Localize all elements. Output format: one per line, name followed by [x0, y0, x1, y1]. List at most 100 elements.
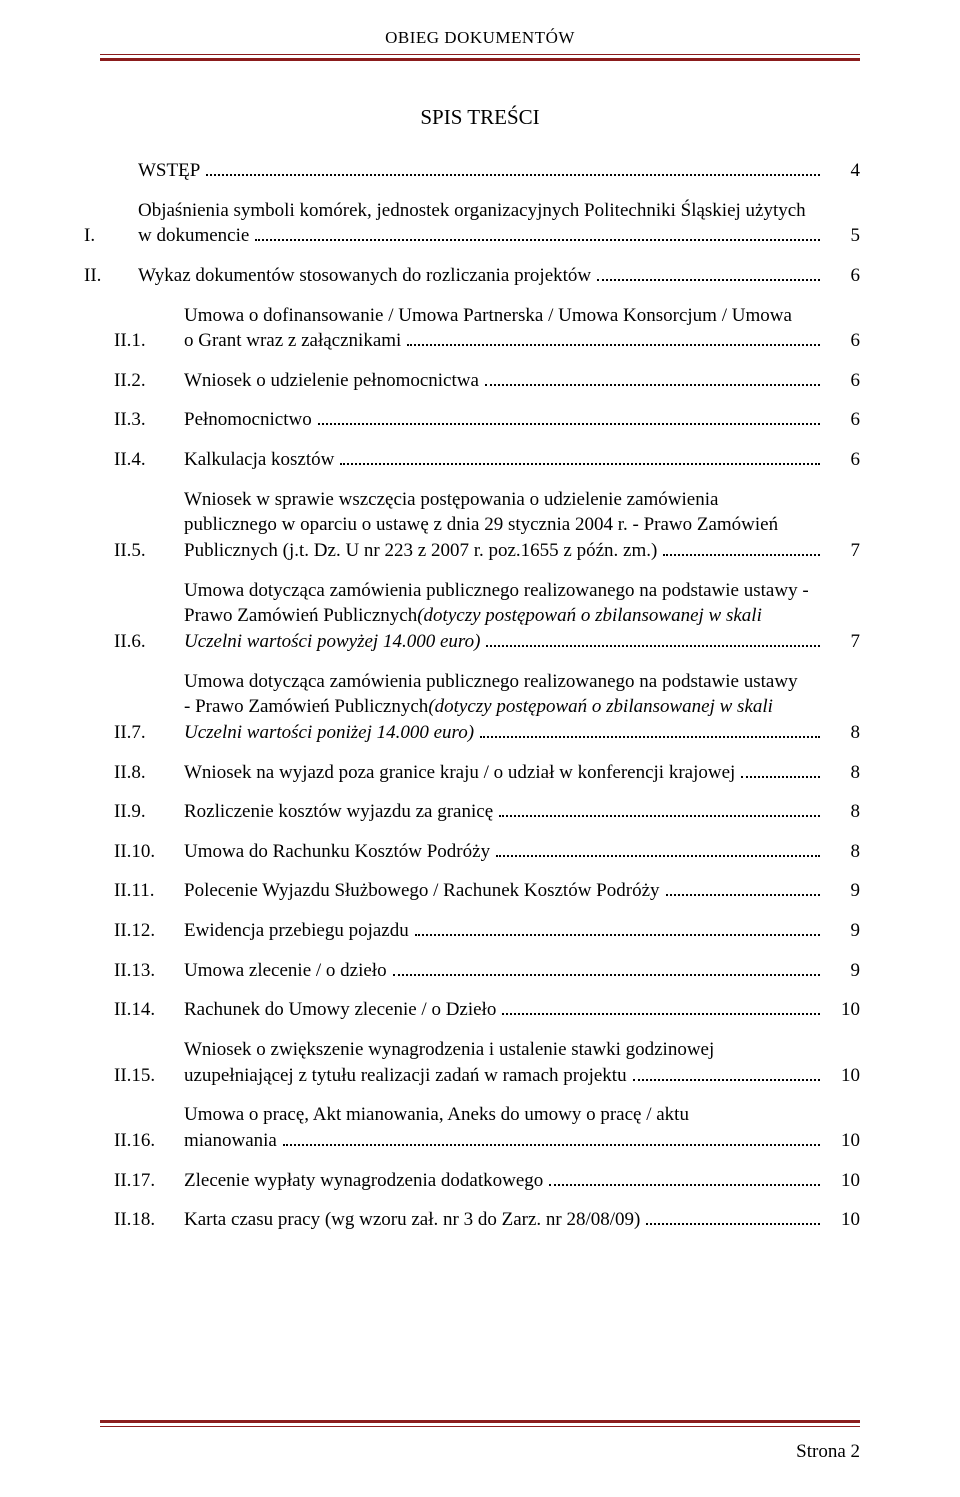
toc-page: 10: [826, 1063, 860, 1089]
toc-leader: [663, 543, 820, 556]
running-head: OBIEG DOKUMENTÓW: [100, 28, 860, 48]
toc-page: 4: [826, 158, 860, 184]
toc-label: Umowa do Rachunku Kosztów Podróży: [184, 839, 826, 865]
toc-label-text: Prawo Zamówień Publicznych: [184, 603, 417, 629]
toc-leader: [499, 804, 820, 817]
toc-page: 5: [826, 223, 860, 249]
toc-row: II.7.Umowa dotycząca zamówienia publiczn…: [114, 669, 860, 746]
toc-label-line: Zlecenie wypłaty wynagrodzenia dodatkowe…: [184, 1168, 826, 1194]
toc-page: 9: [826, 878, 860, 904]
toc-row: II.Wykaz dokumentów stosowanych do rozli…: [84, 263, 860, 289]
toc-label-line: o Grant wraz z załącznikami: [184, 328, 826, 354]
toc-label-line: Uczelni wartości powyżej 14.000 euro): [184, 629, 826, 655]
toc-label-line: Karta czasu pracy (wg wzoru zał. nr 3 do…: [184, 1207, 826, 1233]
toc-page: 6: [826, 328, 860, 354]
toc-number: II.4.: [114, 447, 184, 473]
toc-page: 9: [826, 918, 860, 944]
toc-row: II.1.Umowa o dofinansowanie / Umowa Part…: [114, 303, 860, 354]
toc-label: Rozliczenie kosztów wyjazdu za granicę: [184, 799, 826, 825]
toc-label-line: mianowania: [184, 1128, 826, 1154]
toc-label-text: Karta czasu pracy (wg wzoru zał. nr 3 do…: [184, 1207, 640, 1233]
toc-label-text: Kalkulacja kosztów: [184, 447, 334, 473]
toc-number: II.6.: [114, 629, 184, 655]
toc-label-line: Umowa dotycząca zamówienia publicznego r…: [184, 669, 826, 695]
toc-label-text: Wniosek w sprawie wszczęcia postępowania…: [184, 487, 718, 513]
table-of-contents: WSTĘP4I.Objaśnienia symboli komórek, jed…: [100, 158, 860, 1233]
toc-leader: [549, 1172, 820, 1185]
toc-label-text: Umowa o dofinansowanie / Umowa Partnersk…: [184, 303, 792, 329]
toc-row: II.5.Wniosek w sprawie wszczęcia postępo…: [114, 487, 860, 564]
toc-leader: [318, 412, 820, 425]
toc-number: II.16.: [114, 1128, 184, 1154]
toc-number: II.7.: [114, 720, 184, 746]
toc-label-line: Uczelni wartości poniżej 14.000 euro): [184, 720, 826, 746]
toc-number: II.11.: [114, 878, 184, 904]
toc-number: II.10.: [114, 839, 184, 865]
toc-number: II.13.: [114, 958, 184, 984]
toc-label: Wniosek o zwiększenie wynagrodzenia i us…: [184, 1037, 826, 1088]
toc-label-line: Wniosek o zwiększenie wynagrodzenia i us…: [184, 1037, 826, 1063]
toc-label: Umowa dotycząca zamówienia publicznego r…: [184, 578, 826, 655]
toc-label-line: Umowa dotycząca zamówienia publicznego r…: [184, 578, 826, 604]
toc-label-line: Rozliczenie kosztów wyjazdu za granicę: [184, 799, 826, 825]
toc-title: SPIS TREŚCI: [100, 105, 860, 130]
toc-number: II.14.: [114, 997, 184, 1023]
toc-leader: [283, 1133, 820, 1146]
toc-row: II.15.Wniosek o zwiększenie wynagrodzeni…: [114, 1037, 860, 1088]
toc-page: 10: [826, 1207, 860, 1233]
toc-page: 8: [826, 760, 860, 786]
toc-label: Ewidencja przebiegu pojazdu: [184, 918, 826, 944]
toc-label: Karta czasu pracy (wg wzoru zał. nr 3 do…: [184, 1207, 826, 1233]
toc-row: II.4.Kalkulacja kosztów 6: [114, 447, 860, 473]
toc-leader: [666, 883, 820, 896]
toc-row: II.17.Zlecenie wypłaty wynagrodzenia dod…: [114, 1168, 860, 1194]
toc-label-line: Rachunek do Umowy zlecenie / o Dzieło: [184, 997, 826, 1023]
toc-page: 7: [826, 629, 860, 655]
toc-label-text: uzupełniającej z tytułu realizacji zadań…: [184, 1063, 627, 1089]
toc-label-text: Umowa zlecenie / o dzieło: [184, 958, 387, 984]
toc-label: Wniosek na wyjazd poza granice kraju / o…: [184, 760, 826, 786]
toc-page: 8: [826, 799, 860, 825]
toc-label-text: w dokumencie: [138, 223, 249, 249]
toc-label-text: Publicznych (j.t. Dz. U nr 223 z 2007 r.…: [184, 538, 657, 564]
toc-label-text: Umowa o pracę, Akt mianowania, Aneks do …: [184, 1102, 689, 1128]
toc-label-line: Umowa do Rachunku Kosztów Podróży: [184, 839, 826, 865]
toc-leader: [502, 1002, 820, 1015]
toc-leader: [486, 634, 820, 647]
toc-label: WSTĘP: [138, 158, 826, 184]
toc-number: II.1.: [114, 328, 184, 354]
page: OBIEG DOKUMENTÓW SPIS TREŚCI WSTĘP4I.Obj…: [0, 0, 960, 1497]
toc-row: II.8.Wniosek na wyjazd poza granice kraj…: [114, 760, 860, 786]
toc-page: 10: [826, 997, 860, 1023]
toc-leader: [393, 962, 820, 975]
toc-page: 9: [826, 958, 860, 984]
toc-label: Umowa o pracę, Akt mianowania, Aneks do …: [184, 1102, 826, 1153]
toc-label-line: Wniosek o udzielenie pełnomocnictwa: [184, 368, 826, 394]
toc-label-line: uzupełniającej z tytułu realizacji zadań…: [184, 1063, 826, 1089]
toc-label: Umowa dotycząca zamówienia publicznego r…: [184, 669, 826, 746]
toc-row: II.2.Wniosek o udzielenie pełnomocnictwa…: [114, 368, 860, 394]
toc-label-line: Ewidencja przebiegu pojazdu: [184, 918, 826, 944]
toc-label-text: Polecenie Wyjazdu Służbowego / Rachunek …: [184, 878, 660, 904]
toc-label-line: Wniosek na wyjazd poza granice kraju / o…: [184, 760, 826, 786]
toc-label-text: Wniosek o udzielenie pełnomocnictwa: [184, 368, 479, 394]
toc-label-text: Rozliczenie kosztów wyjazdu za granicę: [184, 799, 493, 825]
toc-number: II.: [84, 263, 138, 289]
toc-number: II.9.: [114, 799, 184, 825]
toc-leader: [646, 1212, 820, 1225]
toc-label-text: Uczelni wartości powyżej 14.000 euro): [184, 629, 480, 655]
header-rule: [100, 54, 860, 61]
toc-label-line: Publicznych (j.t. Dz. U nr 223 z 2007 r.…: [184, 538, 826, 564]
toc-label-text-italic: (dotyczy postępowań o zbilansowanej w sk…: [417, 603, 762, 629]
toc-leader: [206, 163, 820, 176]
toc-label-text: o Grant wraz z załącznikami: [184, 328, 401, 354]
toc-row: II.3.Pełnomocnictwo6: [114, 407, 860, 433]
toc-label-text: - Prawo Zamówień Publicznych: [184, 694, 428, 720]
toc-label: Umowa zlecenie / o dzieło: [184, 958, 826, 984]
toc-label-text: Umowa dotycząca zamówienia publicznego r…: [184, 669, 798, 695]
toc-page: 6: [826, 447, 860, 473]
toc-label: Rachunek do Umowy zlecenie / o Dzieło: [184, 997, 826, 1023]
toc-label-line: Kalkulacja kosztów: [184, 447, 826, 473]
toc-row: II.12.Ewidencja przebiegu pojazdu9: [114, 918, 860, 944]
footer-rule: [100, 1420, 860, 1427]
